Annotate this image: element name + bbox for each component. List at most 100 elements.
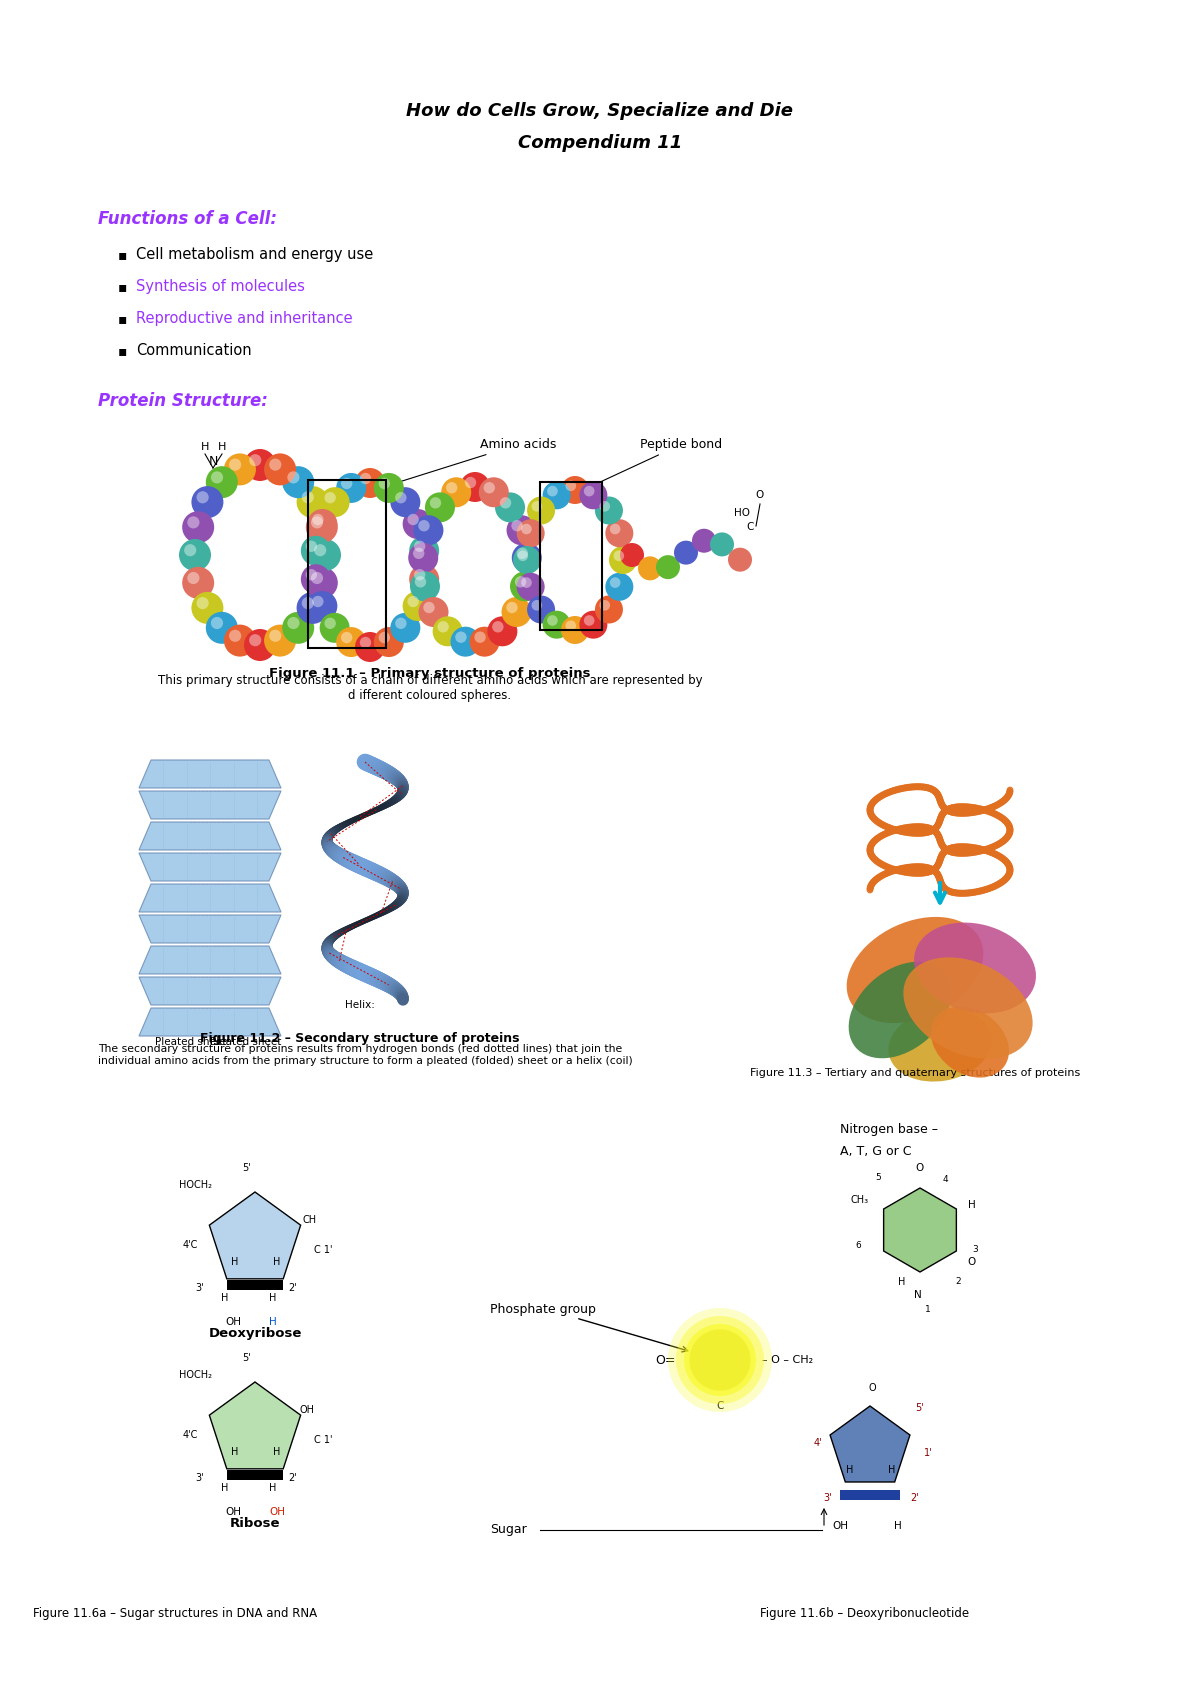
Circle shape [517,520,545,547]
Circle shape [269,630,281,642]
Circle shape [414,569,425,581]
Circle shape [692,528,716,554]
Text: O: O [756,491,764,499]
Circle shape [250,453,262,467]
Circle shape [224,625,256,657]
Text: C 1': C 1' [313,1435,332,1445]
Text: Functions of a Cell:: Functions of a Cell: [98,211,277,228]
Circle shape [341,477,353,489]
Circle shape [446,482,457,494]
Circle shape [605,572,634,601]
Circle shape [487,616,517,647]
Circle shape [610,523,620,535]
Circle shape [600,599,610,611]
Circle shape [484,482,494,494]
Text: H: H [899,1277,906,1287]
Circle shape [584,615,594,627]
Circle shape [413,547,425,559]
Text: Sugar: Sugar [490,1523,527,1537]
Polygon shape [883,1189,956,1272]
Circle shape [192,593,223,623]
Text: This primary structure consists of a chain of different amino acids which are re: This primary structure consists of a cha… [157,674,702,701]
Text: ▪: ▪ [118,248,127,261]
Text: Ribose: Ribose [229,1516,281,1530]
Text: OH: OH [300,1404,314,1414]
Circle shape [433,616,463,647]
Circle shape [438,621,449,633]
Text: O=: O= [655,1353,676,1367]
Text: H: H [894,1521,902,1532]
Circle shape [306,511,338,543]
Circle shape [324,618,336,628]
Circle shape [500,498,511,509]
Text: H: H [274,1447,281,1457]
Circle shape [197,598,209,610]
Circle shape [244,628,276,661]
Circle shape [395,492,407,503]
Text: Cell metabolism and energy use: Cell metabolism and energy use [136,246,373,261]
Text: OH: OH [269,1508,286,1516]
Circle shape [517,550,528,560]
Circle shape [464,477,476,489]
Text: H: H [221,1292,229,1302]
Circle shape [301,537,331,565]
Circle shape [390,613,420,644]
Circle shape [336,474,366,503]
Circle shape [184,543,197,557]
Circle shape [287,472,300,484]
Ellipse shape [848,961,952,1058]
Text: 2: 2 [955,1277,961,1287]
Text: Reproductive and inheritance: Reproductive and inheritance [136,311,353,326]
Text: H: H [274,1257,281,1267]
Text: 3': 3' [823,1493,833,1503]
Polygon shape [139,791,281,818]
Circle shape [511,543,541,572]
Circle shape [211,616,223,628]
Text: Figure 11.1 – Primary structure of proteins: Figure 11.1 – Primary structure of prote… [269,667,590,679]
Text: ▪: ▪ [118,312,127,326]
Text: – O – CH₂: – O – CH₂ [762,1355,814,1365]
Circle shape [312,596,324,608]
Circle shape [307,591,337,621]
Circle shape [728,548,752,572]
Circle shape [455,632,467,644]
Text: O: O [868,1382,876,1392]
Circle shape [584,486,594,496]
Circle shape [403,509,433,538]
Text: 2': 2' [289,1284,298,1292]
Text: O: O [916,1163,924,1173]
Circle shape [580,611,607,638]
Circle shape [511,520,523,531]
Text: ▪: ▪ [118,345,127,358]
Polygon shape [139,822,281,851]
Text: 4: 4 [942,1175,948,1185]
Text: H: H [846,1465,853,1476]
Circle shape [311,572,323,584]
Text: 2': 2' [289,1472,298,1482]
Text: Deoxyribose: Deoxyribose [209,1328,301,1340]
Polygon shape [139,946,281,975]
Circle shape [314,543,326,557]
Circle shape [547,486,558,496]
Text: The secondary structure of proteins results from hydrogen bonds (red dotted line: The secondary structure of proteins resu… [98,1044,632,1066]
Text: H: H [968,1200,976,1211]
Text: A, T, G or C: A, T, G or C [840,1146,912,1158]
Circle shape [562,475,589,504]
Text: HOCH₂: HOCH₂ [179,1370,211,1380]
Text: H: H [269,1292,277,1302]
Circle shape [517,572,545,601]
Text: H: H [221,1482,229,1493]
Circle shape [301,491,314,503]
Text: Compendium 11: Compendium 11 [518,134,682,153]
Circle shape [565,481,576,491]
Circle shape [192,486,223,518]
Text: CH: CH [302,1216,317,1224]
Ellipse shape [914,922,1036,1014]
Text: C 1': C 1' [313,1245,332,1255]
Text: O⁻: O⁻ [714,1343,726,1353]
Circle shape [419,598,449,627]
Circle shape [620,543,644,567]
Circle shape [341,632,353,644]
Circle shape [506,514,536,545]
Circle shape [638,557,662,581]
